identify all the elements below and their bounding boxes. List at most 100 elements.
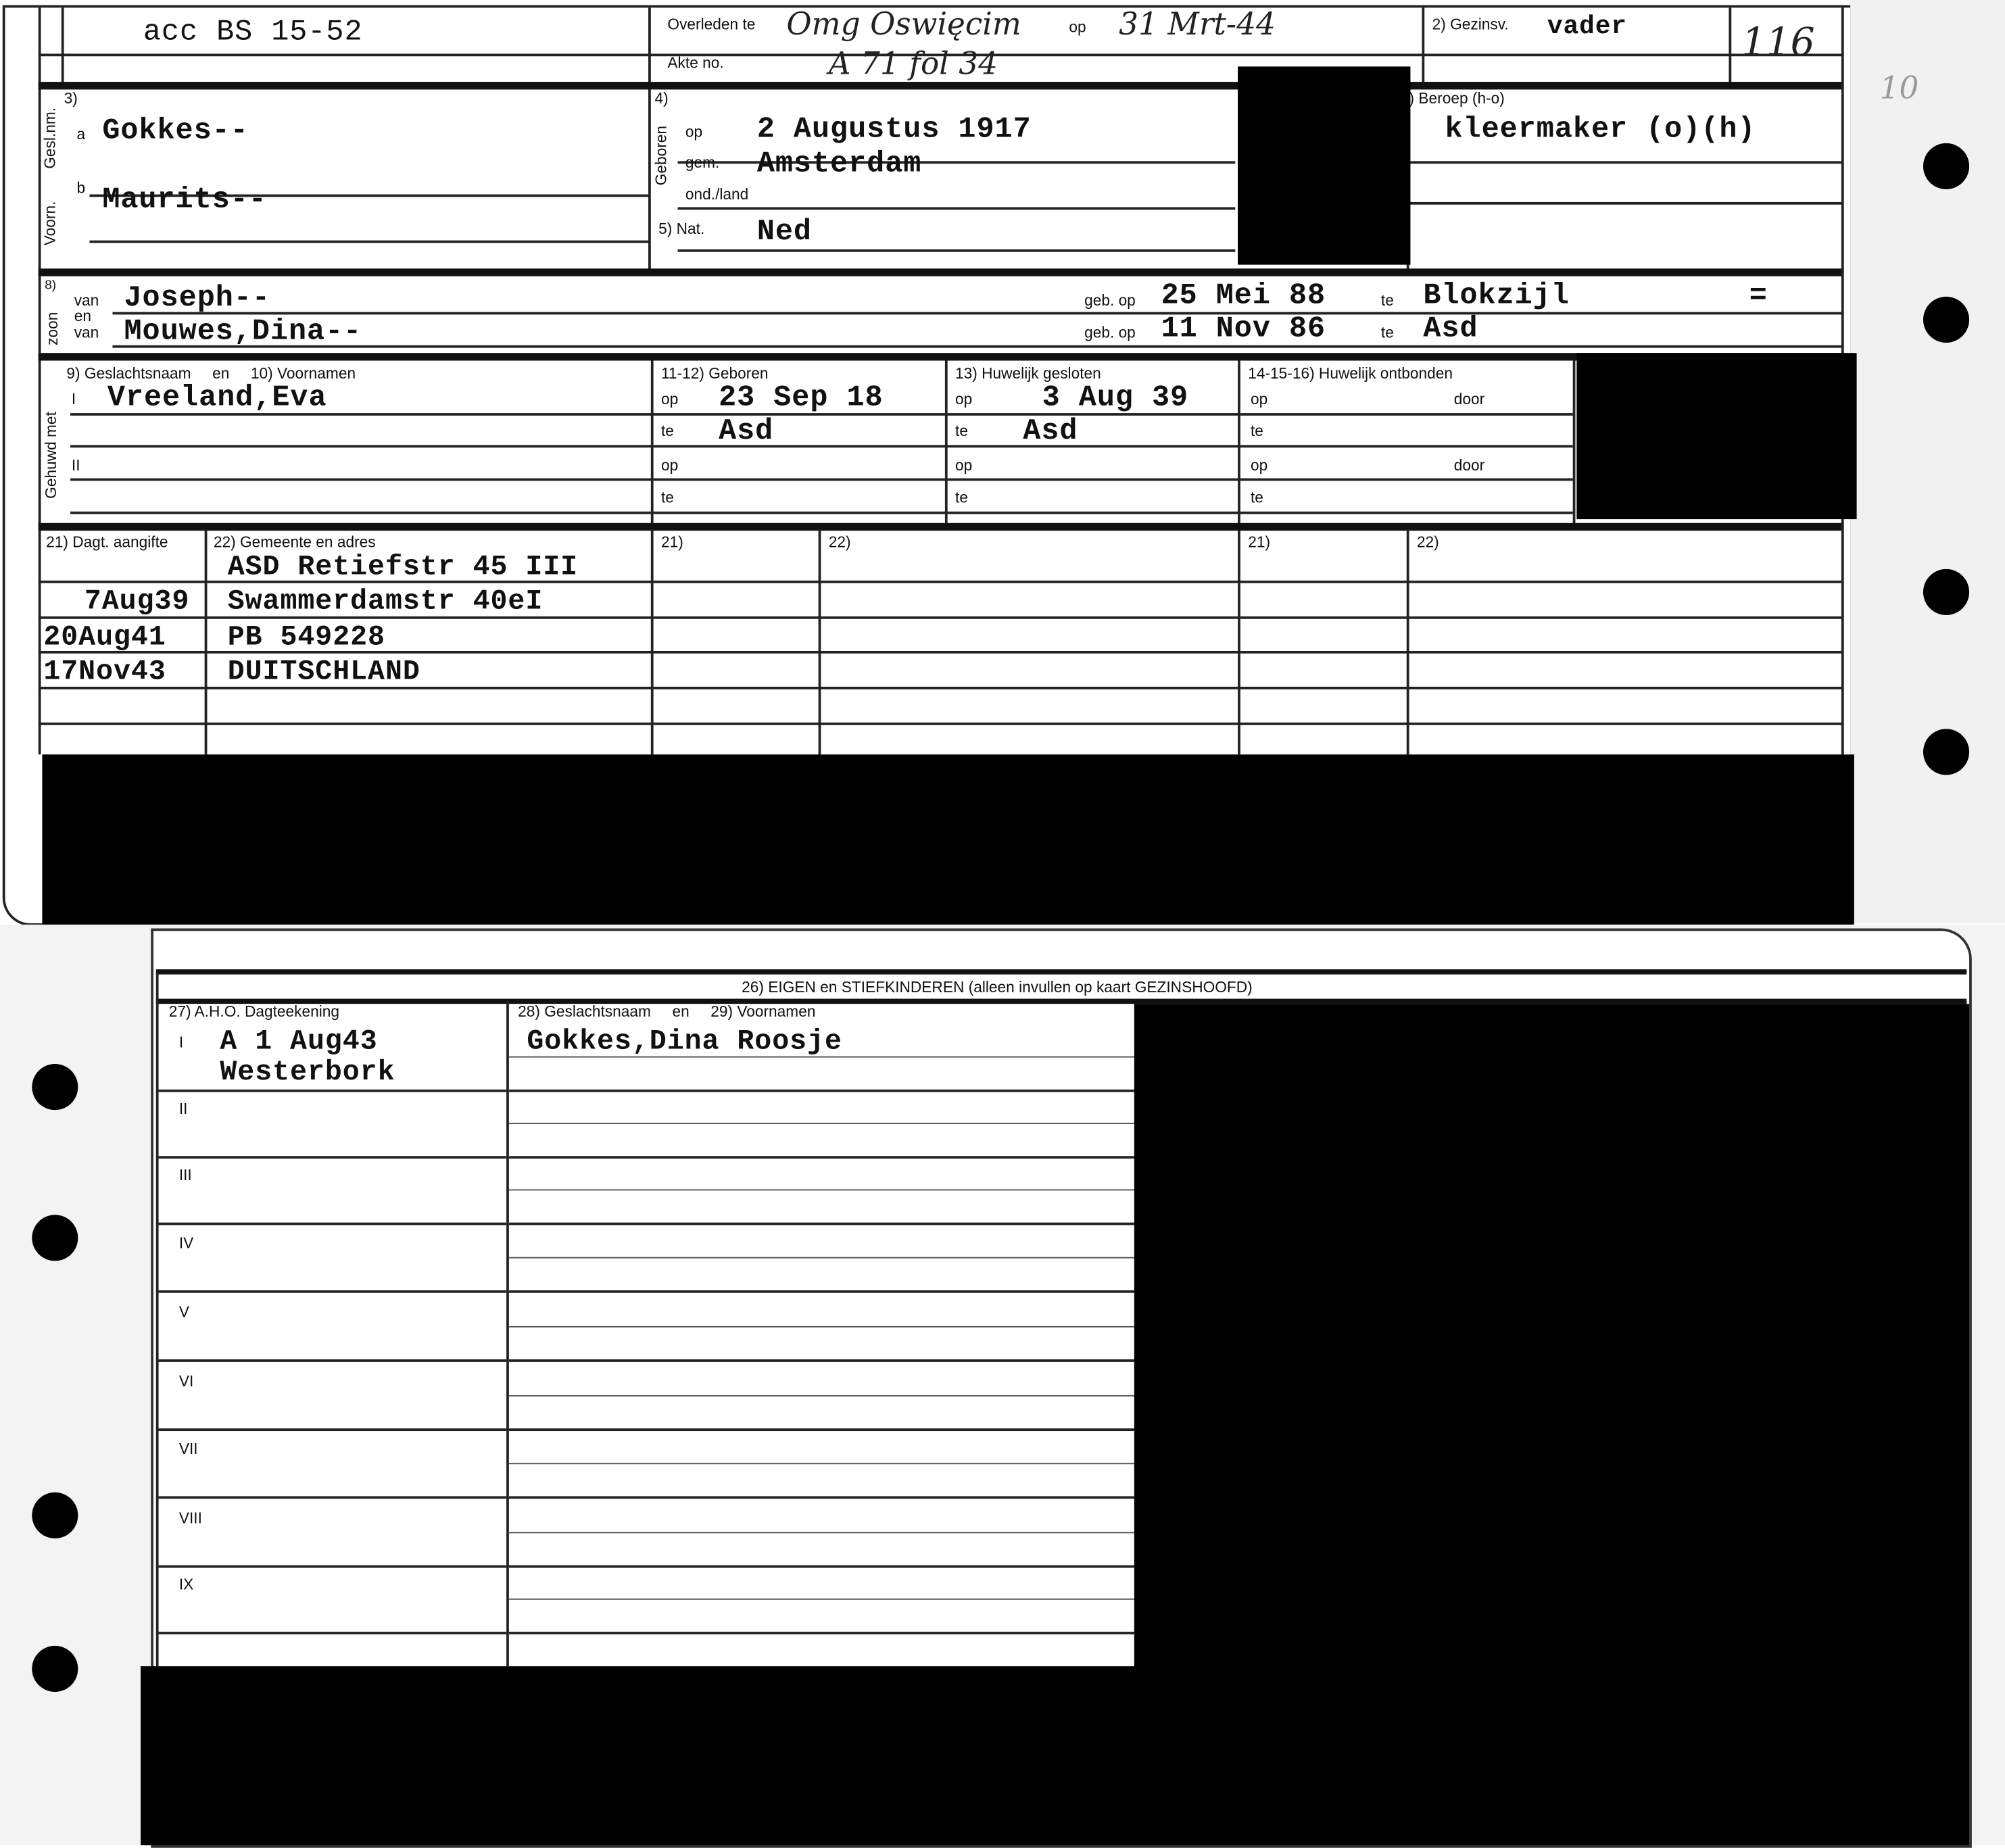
- te-label: te: [660, 422, 674, 440]
- op-label: op: [955, 390, 973, 408]
- divider: [508, 1222, 1134, 1225]
- door-label: door: [1453, 456, 1485, 475]
- aho-date: A 1 Aug43: [220, 1025, 378, 1058]
- divider: [158, 1359, 507, 1362]
- divider: [677, 207, 1236, 210]
- redaction-block: [42, 754, 1854, 925]
- ditto-mark: =: [1749, 278, 1768, 312]
- punch-hole: [1923, 296, 1970, 343]
- divider: [508, 1189, 1134, 1191]
- given-side-label: Voorn.: [41, 201, 59, 246]
- address-header: 22): [828, 533, 851, 552]
- en-label: en: [74, 307, 91, 325]
- punch-hole: [1923, 568, 1970, 616]
- divider: [508, 1598, 1134, 1600]
- father-name: Joseph--: [124, 281, 270, 315]
- divider: [508, 1565, 1134, 1568]
- spouse-birth-place: Asd: [719, 414, 774, 448]
- address-header: 22): [1416, 533, 1439, 552]
- punch-hole: [1923, 143, 1970, 190]
- date-header: 21): [660, 533, 683, 552]
- te-label: te: [1380, 291, 1394, 310]
- punch-hole: [32, 1215, 78, 1261]
- father-birth-place: Blokzijl: [1423, 278, 1570, 312]
- mother-birth-place: Asd: [1423, 312, 1478, 345]
- side-mark: 10: [1879, 70, 1919, 107]
- family-position-label: 2) Gezinsv.: [1432, 15, 1509, 34]
- divider: [70, 413, 1573, 416]
- birth-date: 2 Augustus 1917: [756, 112, 1032, 146]
- address-date: 7Aug39: [84, 585, 190, 618]
- marriage-header: 13) Huwelijk gesloten: [955, 364, 1101, 383]
- divider: [38, 353, 1841, 361]
- op-label: op: [660, 456, 679, 475]
- nationality: Ned: [756, 214, 813, 249]
- divider: [650, 529, 654, 755]
- marriage-date: 3 Aug 39: [1042, 381, 1189, 414]
- birth-place: Amsterdam: [756, 147, 922, 180]
- divider: [944, 360, 948, 527]
- divider: [158, 1565, 507, 1568]
- married-side-label: Gehuwd met: [42, 412, 60, 499]
- address-line: PB 549228: [227, 621, 385, 654]
- divider: [1406, 529, 1409, 755]
- redaction-block: [1576, 353, 1857, 520]
- divider: [506, 1001, 509, 1667]
- born-place-label: gem.: [685, 153, 720, 172]
- address-line: ASD Retiefstr 45 III: [227, 551, 579, 583]
- date-header: 21): [1248, 533, 1271, 552]
- divider: [1572, 360, 1576, 527]
- b-label: b: [76, 178, 86, 197]
- divider: [70, 478, 1573, 481]
- section-number: 3): [64, 89, 78, 107]
- redaction-block: [141, 1666, 1970, 1846]
- divider: [70, 445, 1573, 448]
- address-line: Swammerdamstr 40eI: [227, 585, 543, 618]
- divider: [158, 1632, 507, 1634]
- divider: [155, 971, 159, 1667]
- divider: [648, 7, 651, 274]
- country-label: ond./land: [685, 185, 749, 203]
- divider: [61, 7, 64, 84]
- divider: [1409, 161, 1841, 164]
- aho-place: Westerbork: [220, 1056, 395, 1089]
- spouse-I-label: I: [71, 390, 76, 408]
- row-number: IX: [178, 1575, 194, 1594]
- divider: [677, 161, 1236, 164]
- occupation: kleermaker (o)(h): [1445, 112, 1756, 146]
- spouse-name: Vreeland,Eva: [107, 381, 327, 414]
- name-header: 28) Geslachtsnaam en 29) Voornamen: [518, 1002, 816, 1021]
- a-label: a: [76, 125, 86, 143]
- surname: Gokkes--: [102, 114, 249, 147]
- divider: [508, 1395, 1134, 1396]
- redaction-block: [1238, 66, 1411, 265]
- van-label: van: [74, 323, 99, 342]
- died-place: Omg Oswięcim: [786, 6, 1021, 43]
- punch-hole: [32, 1645, 78, 1692]
- date-header: 21) Dagt. aangifte: [46, 533, 168, 552]
- divider: [1422, 7, 1425, 84]
- row-number: V: [178, 1303, 189, 1321]
- divider: [38, 82, 1841, 90]
- born-on-label: op: [685, 122, 703, 141]
- punch-hole: [32, 1064, 78, 1111]
- aho-header: 27) A.H.O. Dagteekening: [168, 1002, 340, 1021]
- divider: [70, 511, 1573, 514]
- occupation-label: ) Beroep (h-o): [1409, 89, 1505, 107]
- divider: [38, 53, 1841, 57]
- dissolved-header: 14-15-16) Huwelijk ontbonden: [1248, 364, 1453, 383]
- divider: [508, 1496, 1134, 1499]
- te-label: te: [1380, 323, 1394, 342]
- op-label: op: [1250, 456, 1268, 475]
- te-label: te: [660, 488, 674, 507]
- divider: [818, 529, 821, 755]
- divider: [155, 998, 1967, 1004]
- surname-side-label: Gesl.nm.: [41, 107, 59, 169]
- died-date: 31 Mrt-44: [1119, 6, 1276, 43]
- divider: [1238, 360, 1240, 755]
- divider: [508, 1632, 1134, 1634]
- divider: [38, 616, 1841, 619]
- row-number: II: [178, 1100, 188, 1118]
- divider: [38, 580, 1841, 583]
- divider: [650, 360, 654, 527]
